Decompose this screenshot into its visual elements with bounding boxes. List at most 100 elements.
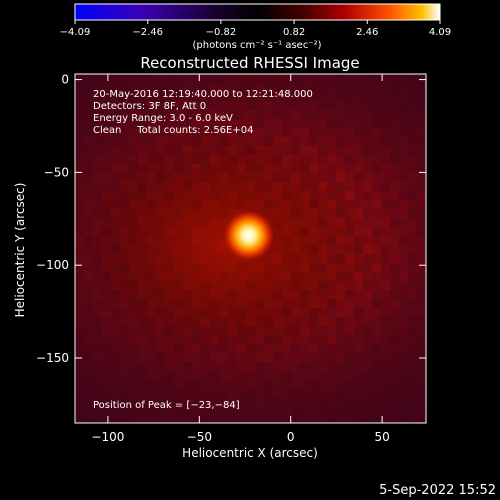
image-pixel	[183, 110, 192, 119]
image-pixel	[165, 389, 174, 398]
image-pixel	[84, 128, 93, 137]
image-pixel	[309, 335, 318, 344]
image-pixel	[300, 92, 309, 101]
image-pixel	[381, 173, 390, 182]
image-pixel	[120, 398, 129, 407]
image-pixel	[156, 398, 165, 407]
image-pixel	[192, 101, 201, 110]
annotation-detectors: Detectors: 3F 8F, Att 0	[93, 101, 206, 112]
image-pixel	[111, 326, 120, 335]
image-pixel	[408, 128, 417, 137]
image-pixel	[372, 218, 381, 227]
image-pixel	[84, 155, 93, 164]
image-pixel	[309, 380, 318, 389]
image-pixel	[120, 110, 129, 119]
image-pixel	[210, 119, 219, 128]
image-pixel	[102, 164, 111, 173]
image-pixel	[417, 218, 426, 227]
image-pixel	[156, 92, 165, 101]
image-pixel	[318, 362, 327, 371]
image-pixel	[111, 92, 120, 101]
image-pixel	[93, 164, 102, 173]
image-pixel	[237, 83, 246, 92]
image-pixel	[282, 92, 291, 101]
image-pixel	[345, 326, 354, 335]
image-pixel	[354, 416, 363, 423]
image-pixel	[345, 416, 354, 423]
image-pixel	[201, 101, 210, 110]
image-pixel	[408, 344, 417, 353]
image-pixel	[327, 407, 336, 416]
image-pixel	[363, 137, 372, 146]
image-pixel	[390, 209, 399, 218]
image-pixel	[390, 335, 399, 344]
image-pixel	[417, 362, 426, 371]
image-pixel	[417, 281, 426, 290]
image-pixel	[408, 110, 417, 119]
image-pixel	[372, 398, 381, 407]
image-pixel	[165, 416, 174, 423]
image-pixel	[345, 137, 354, 146]
image-pixel	[309, 407, 318, 416]
image-pixel	[165, 128, 174, 137]
image-pixel	[372, 416, 381, 423]
image-pixel	[390, 191, 399, 200]
image-pixel	[228, 83, 237, 92]
image-pixel	[336, 83, 345, 92]
image-pixel	[345, 110, 354, 119]
image-pixel	[408, 398, 417, 407]
image-pixel	[255, 353, 264, 362]
image-pixel	[327, 344, 336, 353]
image-pixel	[174, 101, 183, 110]
image-pixel	[192, 92, 201, 101]
image-pixel	[417, 209, 426, 218]
image-pixel	[399, 245, 408, 254]
image-pixel	[210, 74, 219, 83]
image-pixel	[336, 389, 345, 398]
image-pixel	[102, 155, 111, 164]
image-pixel	[129, 362, 138, 371]
image-pixel	[156, 83, 165, 92]
image-pixel	[417, 263, 426, 272]
image-pixel	[381, 182, 390, 191]
image-pixel	[372, 281, 381, 290]
image-pixel	[102, 137, 111, 146]
image-pixel	[264, 128, 273, 137]
image-pixel	[75, 398, 84, 407]
image-pixel	[345, 83, 354, 92]
image-pixel	[372, 335, 381, 344]
image-pixel	[336, 137, 345, 146]
image-pixel	[408, 101, 417, 110]
image-pixel	[408, 218, 417, 227]
colorbar-tick-label: 0.82	[283, 27, 305, 38]
image-pixel	[246, 380, 255, 389]
image-pixel	[147, 83, 156, 92]
image-pixel	[255, 371, 264, 380]
image-pixel	[372, 146, 381, 155]
image-pixel	[147, 92, 156, 101]
image-pixel	[291, 83, 300, 92]
image-pixel	[408, 353, 417, 362]
image-pixel	[156, 389, 165, 398]
image-pixel	[183, 92, 192, 101]
image-pixel	[111, 335, 120, 344]
image-pixel	[381, 74, 390, 83]
image-pixel	[237, 398, 246, 407]
image-pixel	[120, 83, 129, 92]
image-pixel	[390, 164, 399, 173]
image-pixel	[318, 353, 327, 362]
image-pixel	[174, 74, 183, 83]
image-pixel	[192, 83, 201, 92]
image-pixel	[399, 272, 408, 281]
image-pixel	[165, 119, 174, 128]
image-pixel	[300, 362, 309, 371]
image-pixel	[120, 128, 129, 137]
image-pixel	[381, 371, 390, 380]
image-pixel	[327, 155, 336, 164]
image-pixel	[381, 407, 390, 416]
image-pixel	[129, 83, 138, 92]
image-pixel	[372, 173, 381, 182]
image-pixel	[75, 101, 84, 110]
image-pixel	[75, 407, 84, 416]
image-pixel	[372, 227, 381, 236]
